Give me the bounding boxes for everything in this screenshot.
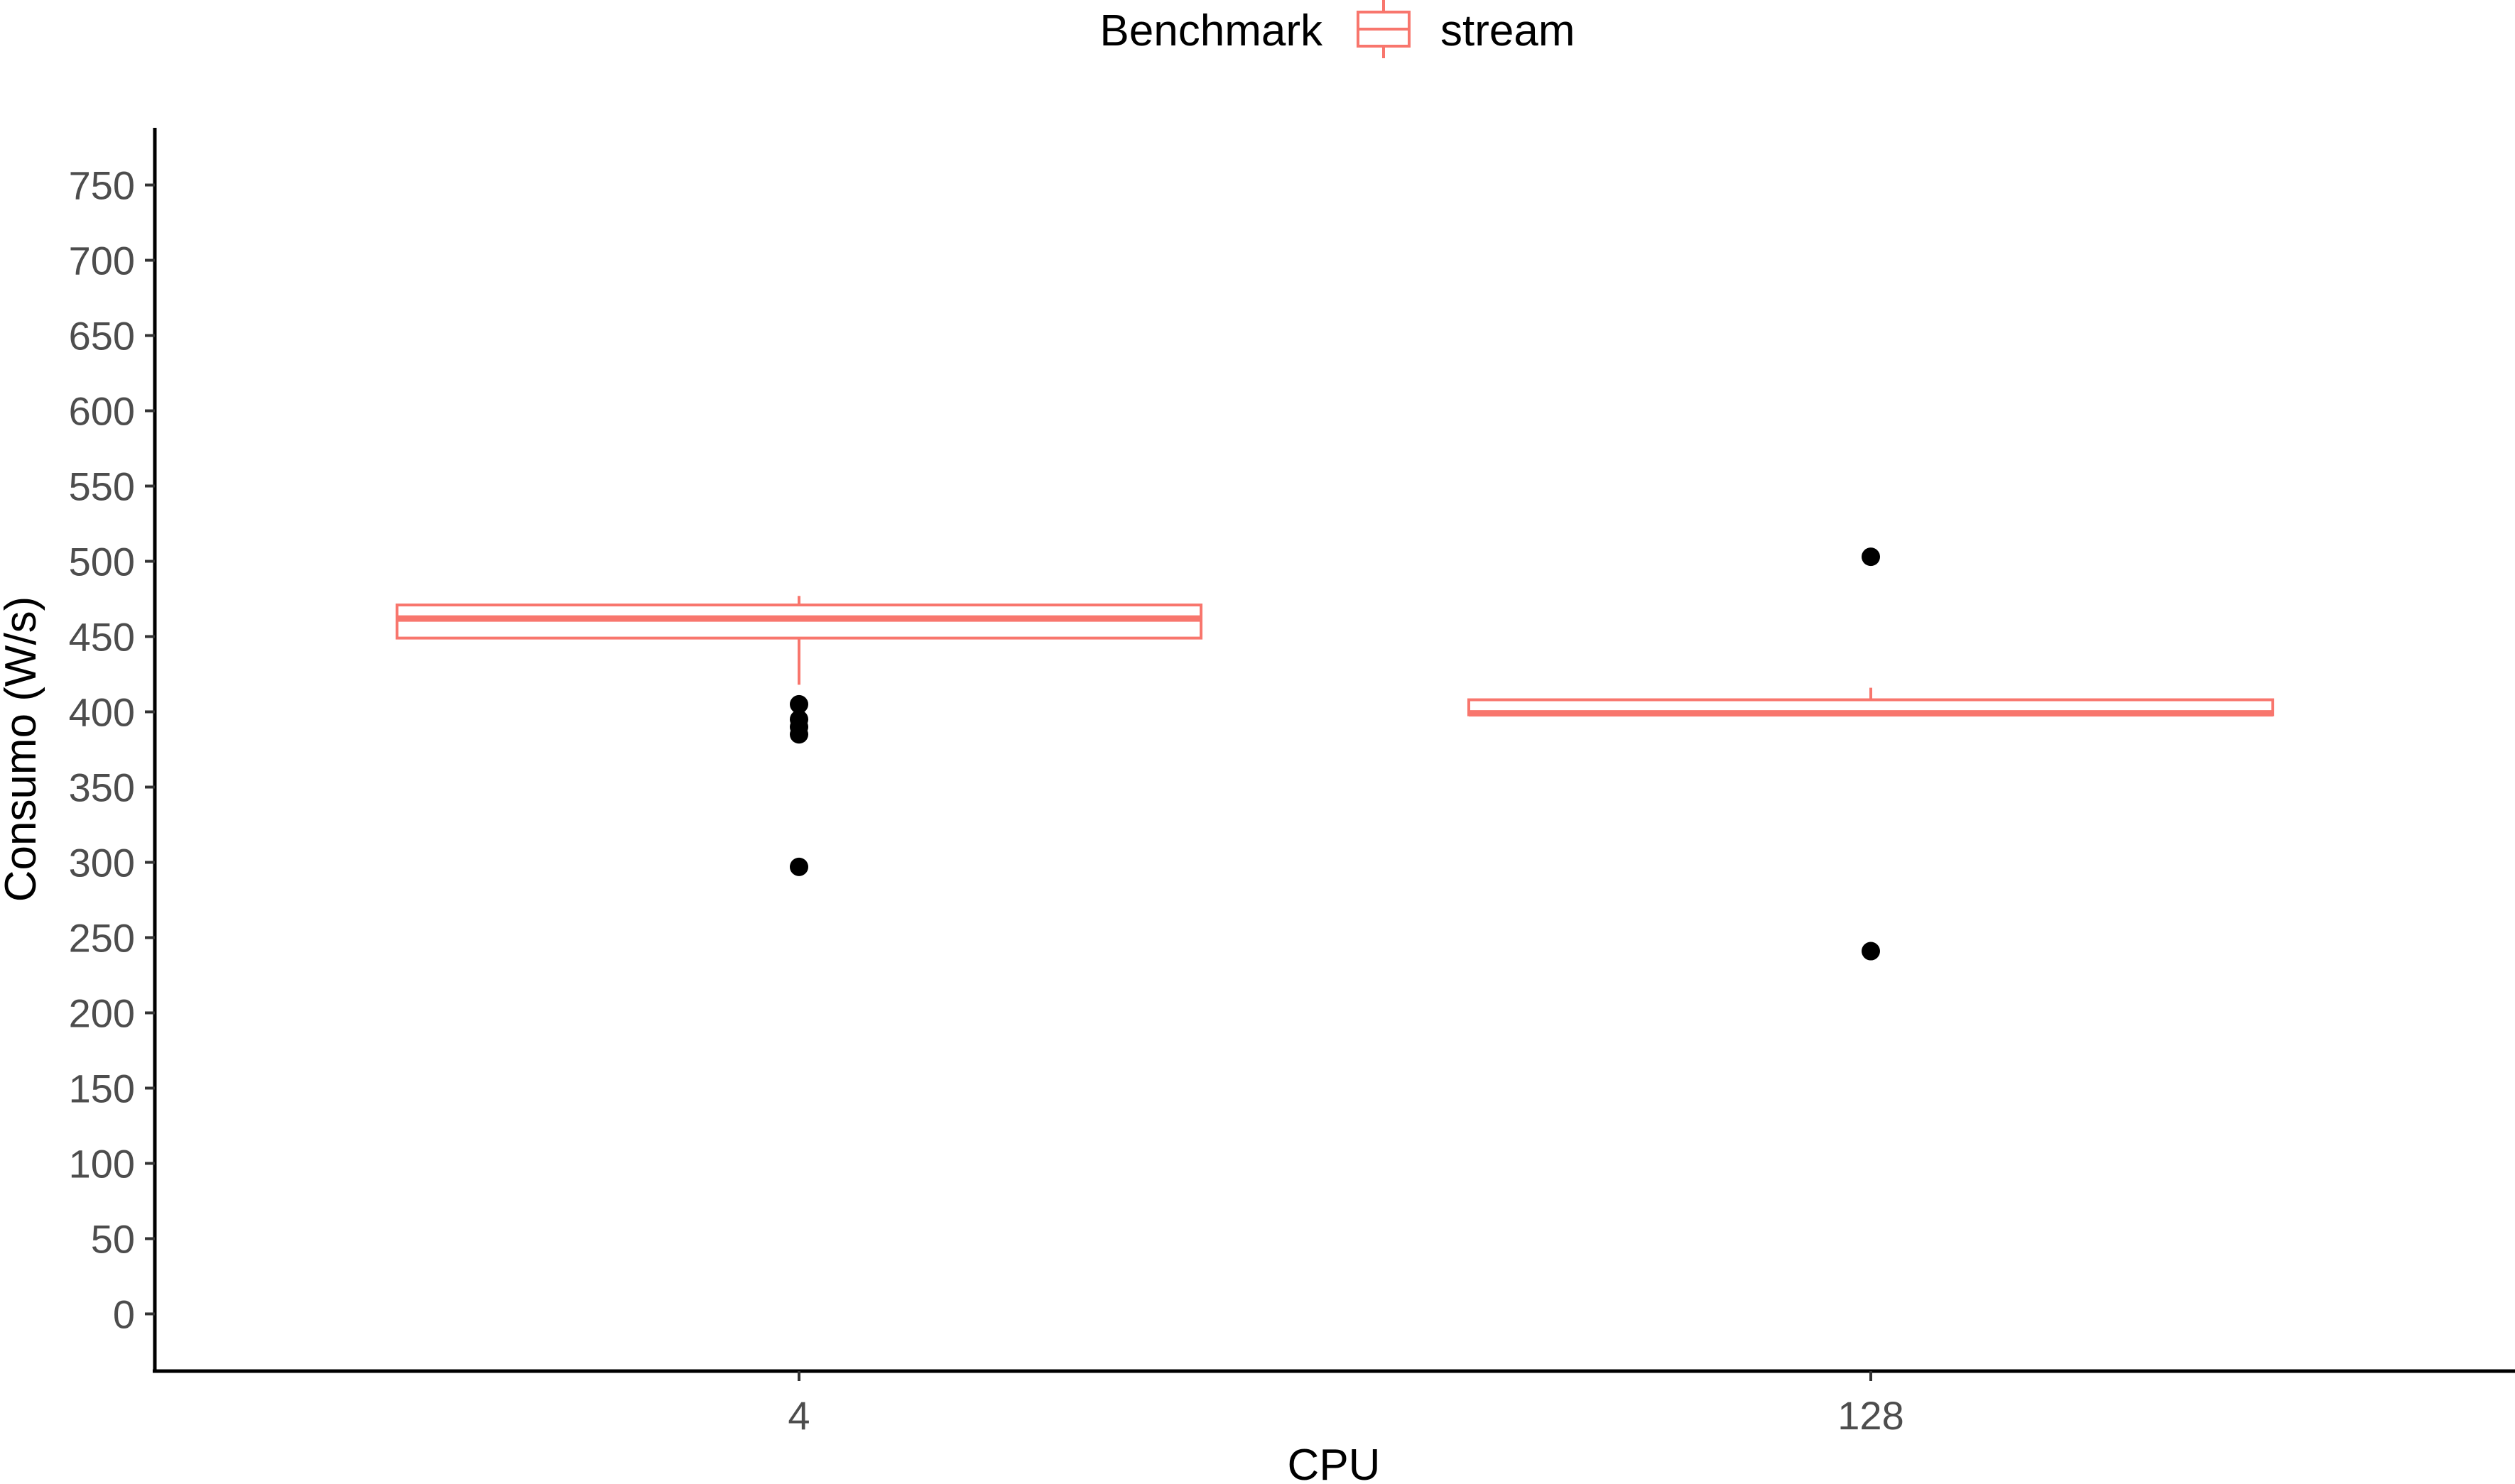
y-tick-label: 300 xyxy=(69,840,135,885)
y-tick-label: 600 xyxy=(69,389,135,434)
x-axis-ticks: 4 128 xyxy=(788,1371,1904,1438)
legend-key-stream xyxy=(1357,0,1411,58)
y-tick-label: 50 xyxy=(91,1216,135,1261)
y-tick-label: 100 xyxy=(69,1141,135,1186)
legend: Benchmark stream xyxy=(1099,0,1575,58)
y-tick-label: 150 xyxy=(69,1066,135,1111)
box-128 xyxy=(1467,547,2274,961)
x-tick-label: 128 xyxy=(1837,1393,1903,1438)
y-tick-label: 0 xyxy=(113,1292,135,1336)
outlier-point xyxy=(790,857,808,876)
outlier-point xyxy=(1862,942,1880,961)
y-axis-title: Consumo (W/s) xyxy=(0,596,45,902)
y-tick-label: 750 xyxy=(69,163,135,208)
y-tick-label: 250 xyxy=(69,915,135,960)
box-4 xyxy=(396,596,1202,876)
outlier-point xyxy=(790,694,808,714)
y-tick-label: 450 xyxy=(69,615,135,660)
y-tick-label: 650 xyxy=(69,314,135,359)
y-axis-ticks: 0 50 100 150 200 250 300 350 400 450 500 550 600 650 7… xyxy=(69,163,155,1336)
outlier-point xyxy=(790,725,808,744)
y-tick-label: 550 xyxy=(69,464,135,509)
y-tick-label: 500 xyxy=(69,540,135,584)
legend-label-stream: stream xyxy=(1440,6,1575,55)
legend-title: Benchmark xyxy=(1099,6,1323,55)
x-axis-title: CPU xyxy=(1288,1441,1381,1484)
plot-area xyxy=(396,547,2274,961)
y-tick-label: 350 xyxy=(69,765,135,809)
outlier-point xyxy=(1862,547,1880,567)
y-tick-label: 400 xyxy=(69,690,135,735)
x-tick-label: 4 xyxy=(788,1393,810,1438)
y-tick-label: 200 xyxy=(69,991,135,1035)
y-tick-label: 700 xyxy=(69,239,135,283)
